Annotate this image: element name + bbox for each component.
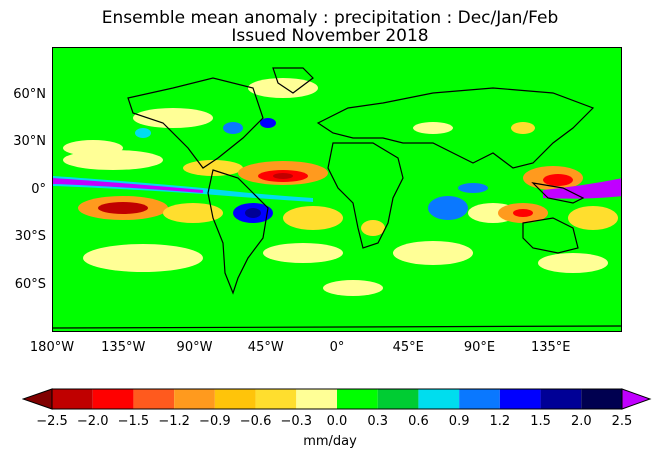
colorbar-high-extend xyxy=(621,388,652,410)
colorbar-segment xyxy=(459,389,500,409)
colorbar-tick-label: 0.0 xyxy=(326,414,348,429)
latitude-label: 30°N xyxy=(13,134,46,149)
colorbar-segment xyxy=(581,389,622,409)
colorbar-tick-label: 0.6 xyxy=(408,414,429,429)
colorbar-tick-label: −1.2 xyxy=(158,414,190,429)
colorbar-tick-label: 0.9 xyxy=(448,414,470,429)
colorbar-segment xyxy=(214,389,256,409)
colorbar-segment xyxy=(418,389,460,409)
latitude-label: 60°S xyxy=(14,276,46,292)
colorbar-tick-label: 2.5 xyxy=(611,414,633,429)
map-title: Ensemble mean anomaly : precipitation : … xyxy=(101,8,559,28)
longitude-label: 0° xyxy=(329,340,345,355)
colorbar-segment xyxy=(133,389,175,409)
colorbar-tick-label: −0.6 xyxy=(239,414,272,429)
colorbar-units-label: mm/day xyxy=(303,434,357,449)
map-canvas xyxy=(53,48,621,331)
colorbar-segment xyxy=(499,389,541,409)
anomaly-map xyxy=(52,47,622,332)
longitude-label: 135°E xyxy=(530,340,571,355)
longitude-label: 90°W xyxy=(176,340,213,355)
colorbar-segment xyxy=(174,389,215,409)
colorbar-segment xyxy=(337,389,378,409)
colorbar-tick-label: 1.2 xyxy=(489,414,511,429)
colorbar xyxy=(22,388,652,410)
colorbar-segment xyxy=(255,389,297,409)
latitude-label: 30°S xyxy=(14,229,46,244)
colorbar-segment xyxy=(377,389,419,409)
longitude-label: 135°W xyxy=(101,340,146,355)
colorbar-tick-label: 2.0 xyxy=(570,414,592,429)
colorbar-segment xyxy=(92,389,134,409)
colorbar-low-extend xyxy=(22,388,53,410)
latitude-label: 60°N xyxy=(13,86,46,102)
colorbar-tick-label: −0.3 xyxy=(280,414,313,429)
colorbar-tick-label: −0.9 xyxy=(199,414,231,429)
colorbar-tick-label: 1.5 xyxy=(530,414,551,429)
colorbar-tick-label: −2.0 xyxy=(76,414,109,429)
longitude-label: 45°W xyxy=(247,340,284,355)
latitude-label: 0° xyxy=(31,181,46,197)
colorbar-segment xyxy=(52,389,93,409)
colorbar-segment xyxy=(540,389,582,409)
colorbar-segment xyxy=(296,389,337,409)
map-subtitle: Issued November 2018 xyxy=(231,26,429,46)
longitude-label: 45°E xyxy=(392,340,424,355)
colorbar-tick-label: −2.5 xyxy=(36,414,68,429)
colorbar-tick-label: −1.5 xyxy=(117,414,150,429)
longitude-label: 90°E xyxy=(463,340,496,355)
colorbar-tick-label: 0.3 xyxy=(367,414,389,429)
longitude-label: 180°W xyxy=(29,340,75,355)
